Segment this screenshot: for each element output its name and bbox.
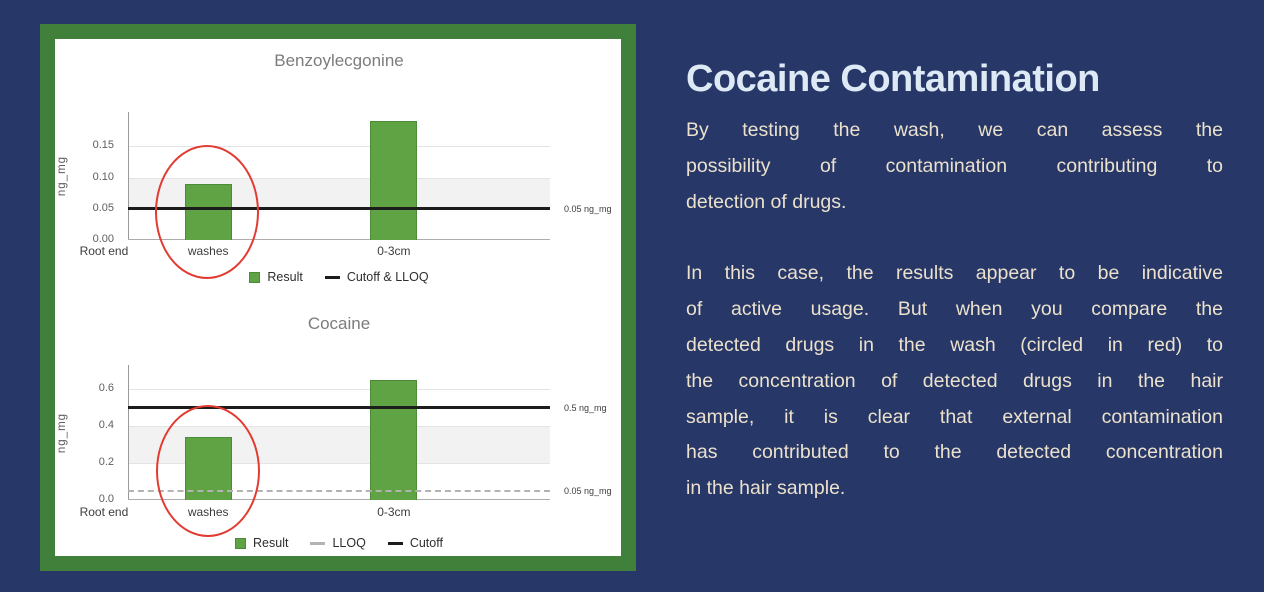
y-axis-line xyxy=(128,112,129,240)
red-circle-annotation-benzoylecgonine xyxy=(155,145,259,279)
bar-0-3cm xyxy=(370,379,418,500)
legend-benzoylecgonine: Result Cutoff & LLOQ xyxy=(128,270,550,284)
text-line: sample, it is clear that external contam… xyxy=(686,405,1223,428)
legend-item-result: Result xyxy=(235,536,288,550)
y-tick-label: 0.15 xyxy=(92,139,114,152)
legend-item-cutoff-lloq: Cutoff & LLOQ xyxy=(324,270,429,284)
gridline xyxy=(128,389,550,391)
legend-item-lloq: LLOQ xyxy=(310,536,366,550)
gridline xyxy=(128,146,550,148)
refline-label: 0.05 ng_mg xyxy=(564,203,612,214)
paragraph: In this case, the results appear to be i… xyxy=(686,256,1223,507)
x-axis-line xyxy=(128,499,550,500)
y-tick-label: 0.0 xyxy=(98,493,114,505)
gridline xyxy=(128,463,550,464)
chart-title-cocaine: Cocaine xyxy=(307,314,371,333)
y-tick-label: 0.4 xyxy=(98,419,114,432)
y-axis-title: ng_mg xyxy=(56,155,68,197)
refline-0.05 xyxy=(128,207,550,211)
legend-label: Cutoff xyxy=(409,536,443,550)
x-label-Root end: Root end xyxy=(79,505,129,519)
legend-dash-swatch xyxy=(310,541,326,545)
text-line: has contributed to the detected concentr… xyxy=(686,441,1223,464)
x-label-Root end: Root end xyxy=(79,244,129,258)
x-axis-line xyxy=(128,239,550,240)
red-circle-annotation-cocaine xyxy=(156,405,260,537)
body-paragraphs: By testing the wash, we can assess the po… xyxy=(686,113,1223,507)
refline-label: 0.05 ng_mg xyxy=(564,485,612,496)
y-tick-label: 0.10 xyxy=(92,170,114,183)
bar-0-3cm xyxy=(370,121,418,240)
text-line: possibility of contamination contributin… xyxy=(686,154,1223,177)
legend-label: Result xyxy=(253,536,289,550)
x-label-0-3cm: 0-3cm xyxy=(377,244,411,258)
y-tick-label: 0.2 xyxy=(98,456,114,468)
x-label-0-3cm: 0-3cm xyxy=(377,505,411,519)
text-line: By testing the wash, we can assess the xyxy=(686,119,1223,141)
text-line: in the hair sample. xyxy=(686,477,846,500)
legend-cocaine: Result LLOQ Cutoff xyxy=(128,536,550,550)
text-line: of active usage. But when you compare th… xyxy=(686,298,1223,321)
chart-panel-frame: Benzoylecgonine 0.05 ng_mg 0.00 0.05 0.10 0.1… xyxy=(40,24,636,571)
gridline xyxy=(128,177,550,179)
y-tick-label: 0.00 xyxy=(92,233,114,245)
legend-label: Cutoff & LLOQ xyxy=(346,270,429,284)
legend-square-swatch xyxy=(249,271,261,283)
y-axis-title: ng_mg xyxy=(56,412,68,453)
legend-label: LLOQ xyxy=(332,536,366,550)
text-column: Cocaine Contamination By testing the was… xyxy=(686,58,1223,543)
text-line: detected drugs in the wash (circled in r… xyxy=(686,333,1223,356)
legend-square-swatch xyxy=(235,537,247,549)
chart-title-benzoylecgonine: Benzoylecgonine xyxy=(274,51,404,70)
y-axis-line xyxy=(128,365,129,500)
refline-label: 0.5 ng_mg xyxy=(564,402,607,413)
y-tick-label: 0.05 xyxy=(92,201,114,214)
legend-dash-swatch xyxy=(324,275,340,279)
legend-item-cutoff: Cutoff xyxy=(387,536,443,550)
text-line: the concentration of detected drugs in t… xyxy=(686,369,1223,392)
y-tick-label: 0.6 xyxy=(98,382,114,395)
paragraph: By testing the wash, we can assess the po… xyxy=(686,113,1223,220)
refline-dashed-0.05 xyxy=(128,489,550,492)
chart-panel: Benzoylecgonine 0.05 ng_mg 0.00 0.05 0.10 0.1… xyxy=(55,39,621,556)
page-title: Cocaine Contamination xyxy=(686,58,1100,100)
gridline xyxy=(128,426,550,428)
text-line: detection of drugs. xyxy=(686,190,847,213)
refline-0.5 xyxy=(128,406,550,410)
legend-label: Result xyxy=(267,270,303,284)
legend-item-result: Result xyxy=(249,270,303,284)
text-line: In this case, the results appear to be i… xyxy=(686,262,1223,285)
legend-dash-swatch xyxy=(387,541,403,545)
